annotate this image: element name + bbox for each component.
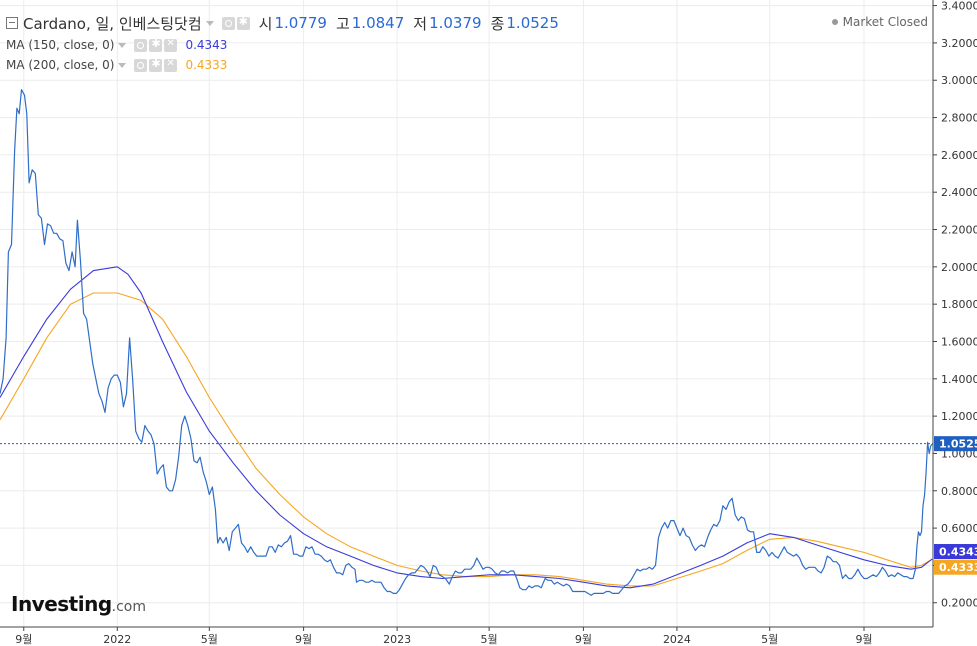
y-tick-label: 2.6000 [941, 149, 977, 162]
last-price-badge [934, 436, 977, 452]
y-tick-label: 3.2000 [941, 37, 977, 50]
value-markers: 1.0525 0.4343 0.4333 [0, 436, 977, 575]
chevron-down-icon[interactable] [205, 20, 214, 26]
y-tick-label: 2.2000 [941, 224, 977, 237]
gear-icon[interactable] [149, 57, 163, 72]
open-value: 1.0779 [274, 14, 327, 32]
gear-icon[interactable] [149, 37, 163, 52]
market-status-text: Market Closed [842, 15, 928, 29]
investing-logo: Investing.com [11, 592, 146, 616]
logo-suffix: .com [111, 599, 147, 615]
y-tick-label: 3.4000 [941, 0, 977, 13]
ma150-badge-label: 0.4343 [939, 546, 977, 559]
ma200-badge [934, 559, 977, 575]
close-icon[interactable] [164, 38, 178, 52]
y-tick-label: 2.0000 [941, 261, 977, 274]
x-tick-label: 5월 [201, 633, 218, 646]
y-tick-label: 0.2000 [941, 597, 977, 610]
market-status: Market Closed [831, 15, 928, 29]
collapse-icon[interactable] [6, 17, 18, 29]
high-value: 1.0847 [351, 14, 405, 32]
gear-icon[interactable] [236, 15, 250, 30]
indicator-ma200: MA (200, close, 0) 0.4333 [6, 56, 227, 74]
x-tick-label: 9월 [855, 633, 872, 646]
grid [0, 0, 933, 627]
ma200-badge-label: 0.4333 [939, 561, 977, 574]
y-tick-label: 3.0000 [941, 74, 977, 87]
x-tick-label: 2024 [663, 633, 691, 646]
x-tick-label: 9월 [15, 633, 32, 646]
chevron-down-icon[interactable] [118, 42, 127, 48]
price-line [0, 89, 933, 596]
close-icon[interactable] [164, 58, 178, 72]
x-tick-label: 5월 [761, 633, 778, 646]
x-tick-label: 9월 [575, 633, 592, 646]
last-price-badge-label: 1.0525 [939, 438, 977, 451]
y-tick-label: 1.2000 [941, 410, 977, 423]
ma150-line [0, 266, 933, 589]
open-label: 시 [258, 14, 273, 33]
indicator-ma150: MA (150, close, 0) 0.4343 [6, 36, 227, 54]
low-label: 저 [413, 14, 428, 33]
y-tick-label: 1.8000 [941, 298, 977, 311]
high-label: 고 [335, 14, 350, 33]
y-tick-label: 1.4000 [941, 373, 977, 386]
status-dot-icon [831, 19, 838, 25]
y-tick-label: 0.8000 [941, 485, 977, 498]
y-axis: 0.20000.40000.60000.80001.00001.20001.40… [933, 0, 977, 610]
chart-header: Cardano, 일, 인베스팅닷컴 시 1.0779 고 1.0847 저 1… [6, 12, 559, 34]
ma200-line [0, 292, 933, 587]
y-tick-label: 2.4000 [941, 186, 977, 199]
eye-icon[interactable] [134, 58, 148, 72]
x-tick-label: 9월 [295, 633, 312, 646]
y-tick-label: 0.6000 [941, 522, 977, 535]
ma150-label[interactable]: MA (150, close, 0) [6, 38, 115, 52]
series-layer [0, 89, 933, 596]
ma200-value: 0.4333 [185, 58, 228, 72]
ma150-value: 0.4343 [185, 38, 228, 52]
x-tick-label: 2023 [383, 633, 411, 646]
y-tick-label: 2.8000 [941, 112, 977, 125]
chevron-down-icon[interactable] [118, 62, 127, 68]
eye-icon[interactable] [134, 38, 148, 52]
x-tick-label: 5월 [481, 633, 498, 646]
low-value: 1.0379 [429, 14, 482, 32]
symbol-title[interactable]: Cardano, 일, 인베스팅닷컴 [23, 14, 202, 33]
ma150-badge [934, 544, 977, 560]
close-value: 1.0525 [506, 14, 559, 32]
ma200-label[interactable]: MA (200, close, 0) [6, 58, 115, 72]
eye-icon[interactable] [221, 16, 235, 30]
x-axis: 9월 2022 5월 9월 2023 5월 9월 2024 5월 9월 [15, 627, 873, 646]
plot-area [0, 0, 933, 627]
y-tick-label: 1.6000 [941, 335, 977, 348]
close-label: 종 [490, 14, 505, 33]
x-tick-label: 2022 [103, 633, 131, 646]
logo-main: Investing [11, 592, 112, 616]
